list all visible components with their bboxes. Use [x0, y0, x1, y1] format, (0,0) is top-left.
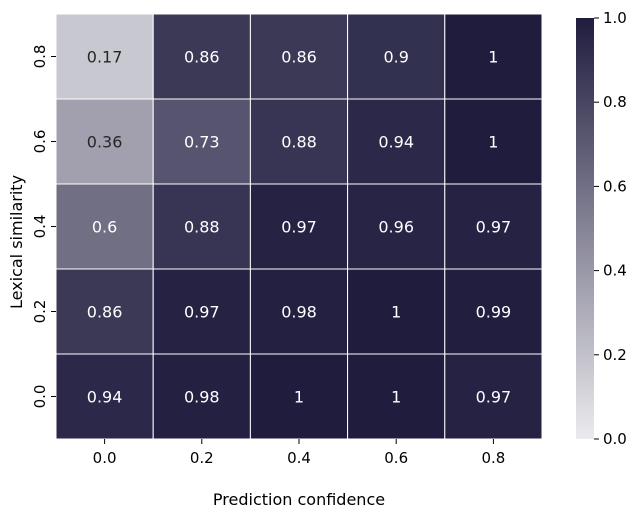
heatmap-cell [55, 353, 154, 440]
cell-value-label: 1 [294, 388, 304, 407]
cell-value-label: 0.97 [476, 388, 512, 407]
x-tick-label: 0.2 [190, 449, 214, 467]
heatmap-cell [152, 268, 251, 355]
cell-value-label: 1 [488, 48, 498, 67]
heatmap-cell [249, 268, 349, 355]
colorbar-tick-label: 0.0 [603, 430, 627, 448]
cell-value-label: 0.97 [476, 218, 512, 237]
x-tick-label: 0.4 [287, 449, 311, 467]
heatmap-cell [249, 13, 349, 100]
heatmap-cell [249, 183, 349, 270]
cell-value-label: 0.98 [281, 303, 317, 322]
colorbar [576, 18, 594, 439]
cell-value-label: 0.73 [184, 133, 220, 152]
heatmap-cell [249, 98, 349, 185]
x-axis-title: Prediction confidence [213, 490, 385, 509]
cell-value-label: 0.17 [87, 48, 123, 67]
heatmap-cell [347, 268, 446, 355]
cell-value-label: 0.9 [383, 48, 408, 67]
cell-value-label: 0.94 [87, 388, 123, 407]
heatmap-cell [444, 268, 543, 355]
cell-value-label: 0.97 [281, 218, 317, 237]
colorbar-tick-label: 0.4 [603, 262, 627, 280]
heatmap-cell [444, 183, 543, 270]
colorbar-tick-label: 0.6 [603, 177, 627, 195]
x-tick-label: 0.6 [384, 449, 408, 467]
y-tick-label: 0.6 [31, 130, 49, 154]
colorbar-tick-label: 0.8 [603, 93, 627, 111]
y-axis-title: Lexical similarity [7, 175, 26, 309]
x-tick-label: 0.0 [93, 449, 117, 467]
heatmap-cell [347, 183, 446, 270]
heatmap-cells [55, 13, 543, 440]
cell-value-label: 0.96 [378, 218, 414, 237]
colorbar-tick-label: 1.0 [603, 9, 627, 27]
colorbar-ticks: 0.0 0.2 0.4 0.6 0.8 1.0 [594, 9, 627, 448]
y-tick-label: 0.0 [31, 385, 49, 409]
cell-value-label: 0.36 [87, 133, 123, 152]
cell-value-label: 1 [488, 133, 498, 152]
cell-value-label: 0.99 [476, 303, 512, 322]
colorbar-tick-label: 0.2 [603, 346, 627, 364]
cell-value-label: 1 [391, 388, 401, 407]
heatmap-cell [444, 13, 543, 100]
cell-value-label: 0.97 [184, 303, 220, 322]
y-tick-label: 0.2 [31, 300, 49, 324]
cell-value-label: 0.98 [184, 388, 220, 407]
heatmap-cell [152, 353, 251, 440]
heatmap-cell [444, 353, 543, 440]
x-tick-label: 0.8 [481, 449, 505, 467]
heatmap-cell [55, 13, 154, 100]
x-axis-ticks: 0.0 0.2 0.4 0.6 0.8 [93, 439, 505, 467]
heatmap-cell [249, 353, 349, 440]
cell-value-label: 0.88 [281, 133, 317, 152]
y-tick-label: 0.4 [31, 215, 49, 239]
cell-value-label: 0.86 [184, 48, 220, 67]
heatmap-cell [55, 98, 154, 185]
heatmap-cell [152, 13, 251, 100]
cell-value-label: 0.94 [378, 133, 414, 152]
heatmap-cell [152, 183, 251, 270]
cell-value-label: 0.6 [92, 218, 117, 237]
heatmap-cell [347, 13, 446, 100]
y-tick-label: 0.8 [31, 45, 49, 69]
cell-value-label: 1 [391, 303, 401, 322]
cell-value-label: 0.88 [184, 218, 220, 237]
cell-value-label: 0.86 [87, 303, 123, 322]
heatmap-cell [444, 98, 543, 185]
heatmap-cell-labels: 0.17 0.86 0.86 0.9 1 0.36 0.73 0.88 0.94 1 0.6 0.88… [87, 48, 511, 407]
cell-value-label: 0.86 [281, 48, 317, 67]
y-axis-ticks: 0.8 0.6 0.4 0.2 0.0 [31, 45, 56, 409]
